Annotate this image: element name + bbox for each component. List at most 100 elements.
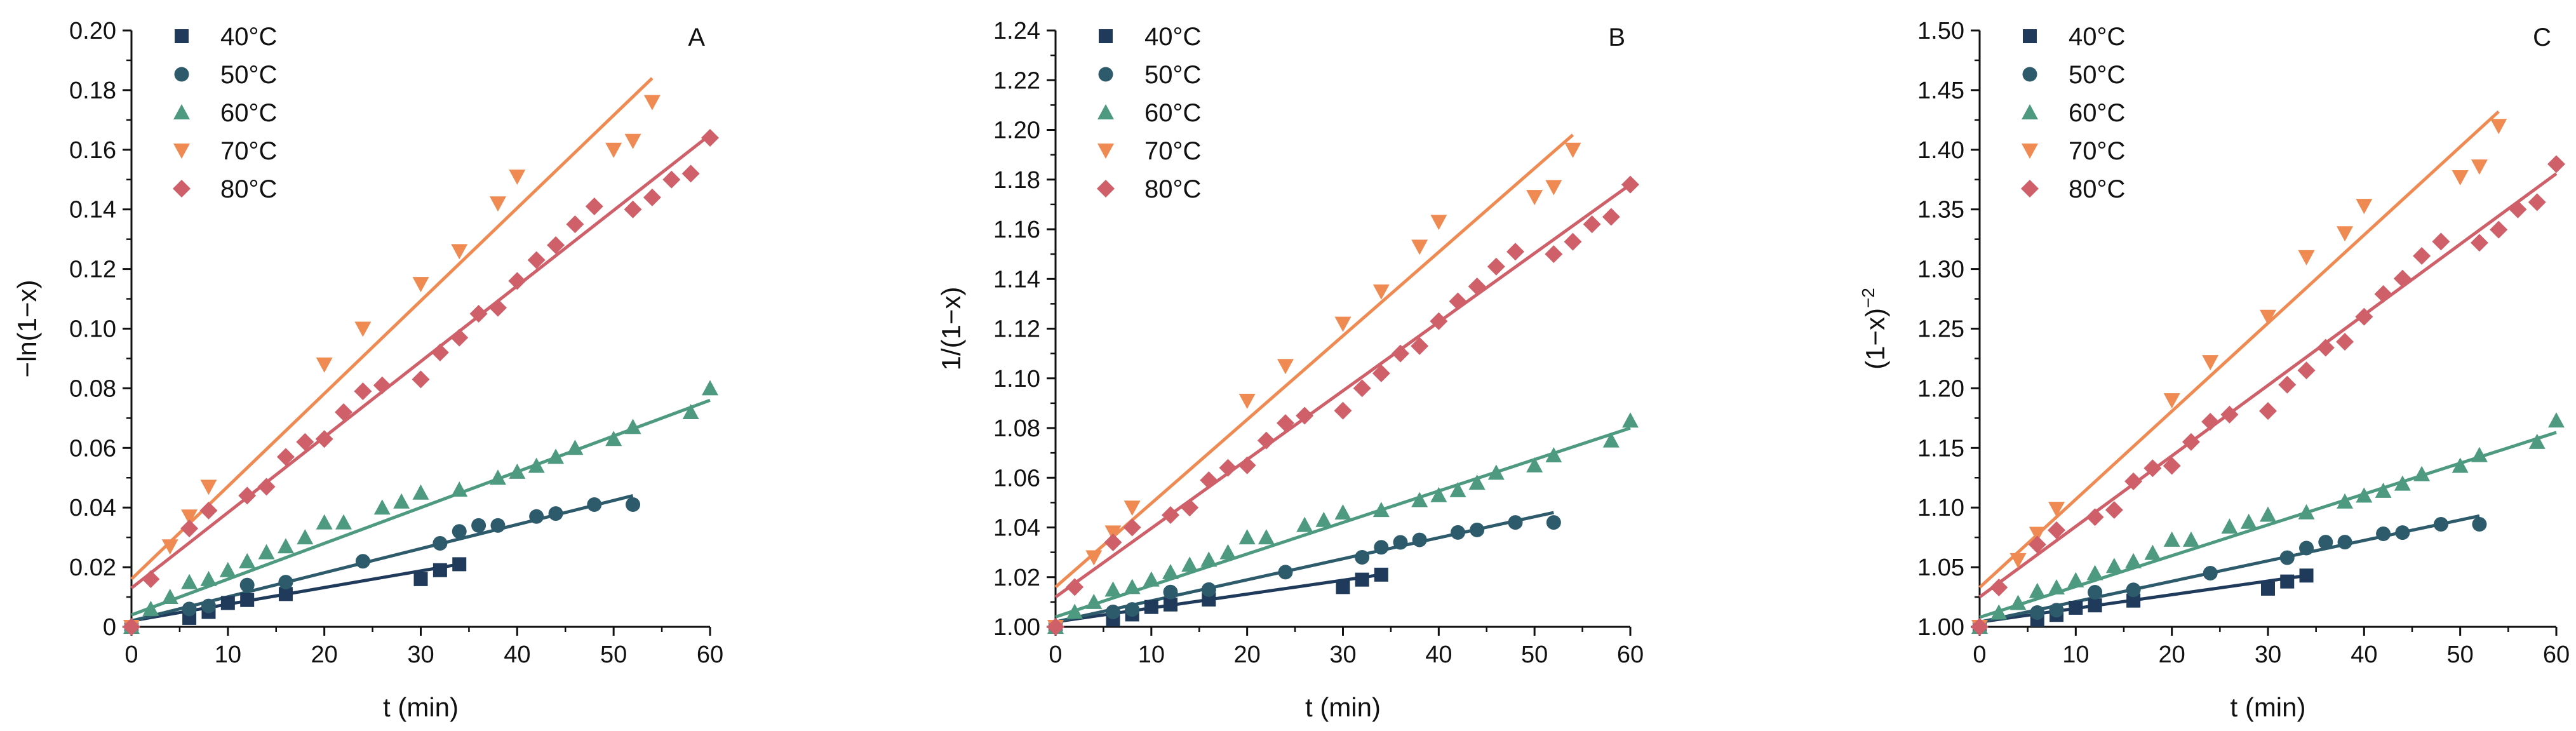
data-point-80C	[2028, 535, 2046, 554]
legend-label: 80°C	[2069, 175, 2125, 203]
legend-label: 70°C	[220, 137, 277, 165]
data-point-60C	[412, 484, 429, 500]
data-point-80C	[1334, 401, 1352, 420]
data-point-80C	[1602, 208, 1620, 226]
y-tick-label: 0.04	[69, 495, 116, 521]
data-point-40C	[2069, 600, 2083, 615]
fit-line-80C	[1054, 183, 1632, 599]
x-tick-label: 60	[2543, 641, 2570, 668]
legend-marker-70C	[1097, 144, 1114, 159]
legend-marker-50C	[2022, 67, 2037, 82]
y-tick-label: 1.10	[993, 366, 1040, 392]
data-point-50C	[1374, 540, 1389, 555]
data-point-60C	[2009, 594, 2027, 610]
data-point-70C	[316, 357, 333, 373]
legend: 40°C 50°C 60°C 70°C 80°C	[2021, 23, 2125, 203]
data-point-50C	[587, 497, 602, 513]
legend-label: 60°C	[1144, 99, 1201, 127]
fit-line-80C	[130, 133, 711, 589]
data-point-50C	[1412, 532, 1427, 547]
data-point-80C	[1487, 257, 1505, 276]
x-tick-label: 20	[311, 641, 338, 668]
data-point-50C	[2337, 535, 2352, 550]
legend-label: 70°C	[2069, 137, 2125, 165]
fit-line-70C	[1978, 110, 2500, 589]
data-point-50C	[201, 598, 216, 614]
legend-label: 40°C	[220, 23, 277, 51]
data-point-60C	[489, 469, 506, 485]
x-tick-label: 10	[1138, 641, 1165, 668]
data-point-80C	[508, 272, 527, 290]
data-point-80C	[1047, 618, 1064, 636]
data-point-80C	[2490, 220, 2508, 239]
data-point-80C	[1545, 245, 1563, 264]
data-point-80C	[1238, 456, 1256, 474]
y-tick-label: 1.20	[993, 117, 1040, 144]
data-point-40C	[413, 572, 428, 586]
data-point-80C	[2470, 234, 2488, 252]
legend-label: 50°C	[220, 61, 277, 89]
x-tick-label: 10	[2062, 641, 2089, 668]
data-point-60C	[547, 448, 565, 464]
y-tick-label: 1.30	[1917, 257, 1964, 283]
data-point-80C	[2278, 375, 2297, 394]
data-point-60C	[1487, 464, 1505, 480]
data-point-60C	[2356, 487, 2373, 503]
data-point-50C	[2030, 605, 2045, 620]
data-point-80C	[2413, 246, 2431, 265]
y-tick-label: 1.04	[993, 515, 1040, 542]
y-tick-label: 0.02	[69, 554, 116, 581]
data-point-80C	[701, 129, 719, 147]
y-tick-label: 0.14	[69, 197, 116, 224]
data-point-80C	[585, 198, 603, 216]
data-point-60C	[2394, 475, 2411, 491]
data-point-80C	[1219, 459, 1237, 477]
data-point-80C	[450, 328, 469, 347]
data-point-60C	[1124, 579, 1141, 594]
data-point-60C	[1162, 563, 1179, 579]
chart-panel-a: 0 10 20 30 40 50 60 0 0.02 0.04 0.06 0.08 0.10 0.12 0.…	[12, 18, 723, 722]
y-tick-label: 0.08	[69, 375, 116, 402]
y-tick-label: 1.22	[993, 67, 1040, 94]
x-tick-label: 30	[2255, 641, 2281, 668]
data-point-70C	[643, 95, 661, 111]
data-point-70C	[1430, 215, 1447, 231]
data-point-50C	[1546, 515, 1561, 530]
data-point-80C	[547, 236, 565, 255]
data-point-60C	[624, 419, 641, 434]
data-point-50C	[1106, 605, 1120, 620]
data-point-40C	[2261, 581, 2275, 596]
y-tick-label: 1.08	[993, 415, 1040, 442]
y-axis-title-main: (1−x)	[1860, 308, 1890, 370]
data-point-40C	[1336, 580, 1350, 594]
x-tick-label: 20	[1234, 641, 1261, 668]
data-point-70C	[1545, 180, 1562, 196]
data-point-40C	[2280, 574, 2295, 589]
data-point-50C	[239, 577, 255, 593]
data-point-60C	[509, 463, 526, 479]
x-tick-label: 40	[504, 641, 530, 668]
data-point-80C	[1506, 243, 1524, 261]
data-point-70C	[2471, 159, 2488, 175]
data-point-40C	[1202, 592, 1216, 607]
data-point-80C	[662, 170, 681, 189]
data-point-70C	[1238, 393, 1256, 409]
data-point-80C	[1123, 518, 1141, 537]
data-point-50C	[2395, 525, 2410, 540]
data-point-70C	[1277, 359, 1294, 375]
data-point-80C	[2163, 457, 2181, 475]
y-tick-label: 1.40	[1917, 137, 1964, 164]
data-point-60C	[605, 431, 622, 446]
data-point-80C	[1353, 379, 1371, 398]
data-point-60C	[161, 589, 178, 605]
legend-label: 60°C	[2069, 99, 2125, 127]
panel-label: C	[2533, 23, 2551, 51]
data-point-70C	[1526, 190, 1543, 206]
legend: 40°C 50°C 60°C 70°C 80°C	[173, 23, 277, 203]
y-axis-title-main: 1/(1−x)	[936, 287, 966, 371]
data-point-70C	[451, 244, 468, 260]
y-tick-label: 1.18	[993, 167, 1040, 194]
data-point-50C	[2376, 526, 2391, 542]
legend-marker-50C	[1098, 67, 1113, 82]
data-point-80C	[1449, 292, 1467, 311]
